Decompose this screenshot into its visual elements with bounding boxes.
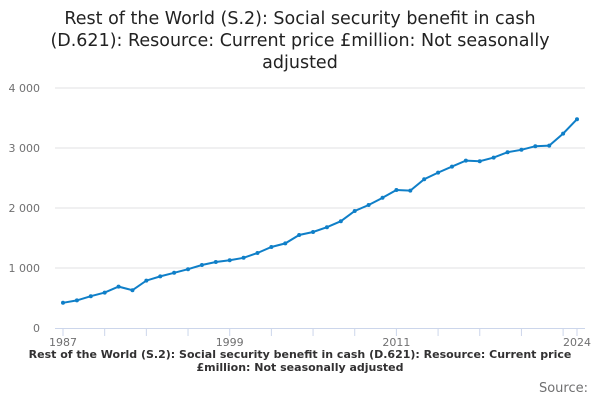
source-label: Source:	[538, 381, 588, 396]
data-point	[491, 155, 496, 160]
y-tick-label: 3 000	[9, 142, 41, 155]
data-point	[380, 195, 385, 200]
data-point	[158, 274, 163, 279]
data-point	[338, 219, 343, 224]
data-point	[241, 255, 246, 260]
data-point	[269, 245, 274, 249]
data-point	[213, 260, 218, 264]
data-point	[88, 294, 93, 299]
data-point	[505, 150, 510, 155]
data-point	[130, 288, 135, 293]
data-point	[324, 225, 329, 230]
data-point	[311, 230, 316, 234]
data-point	[533, 144, 538, 149]
data-point	[436, 170, 441, 175]
data-point	[227, 258, 232, 263]
y-tick-label: 4 000	[9, 82, 41, 95]
y-tick-label: 0	[33, 322, 40, 335]
data-point	[366, 203, 371, 207]
data-point	[463, 158, 468, 163]
legend-text: Rest of the World (S.2): Social security…	[28, 348, 572, 374]
x-tick-label: 1987	[49, 336, 77, 349]
y-tick-label: 1 000	[9, 262, 41, 275]
data-point	[394, 188, 399, 192]
series-line	[62, 118, 578, 304]
data-point	[449, 164, 454, 169]
x-tick-label: 1999	[216, 336, 244, 349]
x-tick-label: 2024	[563, 336, 591, 349]
data-point	[172, 270, 177, 275]
data-point	[74, 298, 79, 303]
data-point	[547, 143, 552, 148]
data-point	[255, 251, 260, 255]
x-tick-label: 2011	[382, 336, 410, 349]
y-tick-label: 2 000	[9, 202, 41, 215]
data-point	[61, 300, 65, 305]
data-point	[352, 209, 357, 213]
data-point	[283, 241, 288, 246]
chart-title: Rest of the World (S.2): Social security…	[50, 9, 550, 73]
data-point	[199, 263, 204, 267]
data-point	[561, 131, 566, 136]
data-point	[408, 188, 413, 193]
data-point	[102, 290, 107, 295]
data-point	[144, 278, 149, 283]
data-point	[186, 267, 191, 272]
data-point	[519, 147, 524, 152]
data-point	[116, 284, 121, 289]
data-point	[477, 159, 482, 164]
data-point	[297, 233, 302, 237]
data-point	[422, 177, 427, 182]
data-point	[575, 117, 579, 122]
